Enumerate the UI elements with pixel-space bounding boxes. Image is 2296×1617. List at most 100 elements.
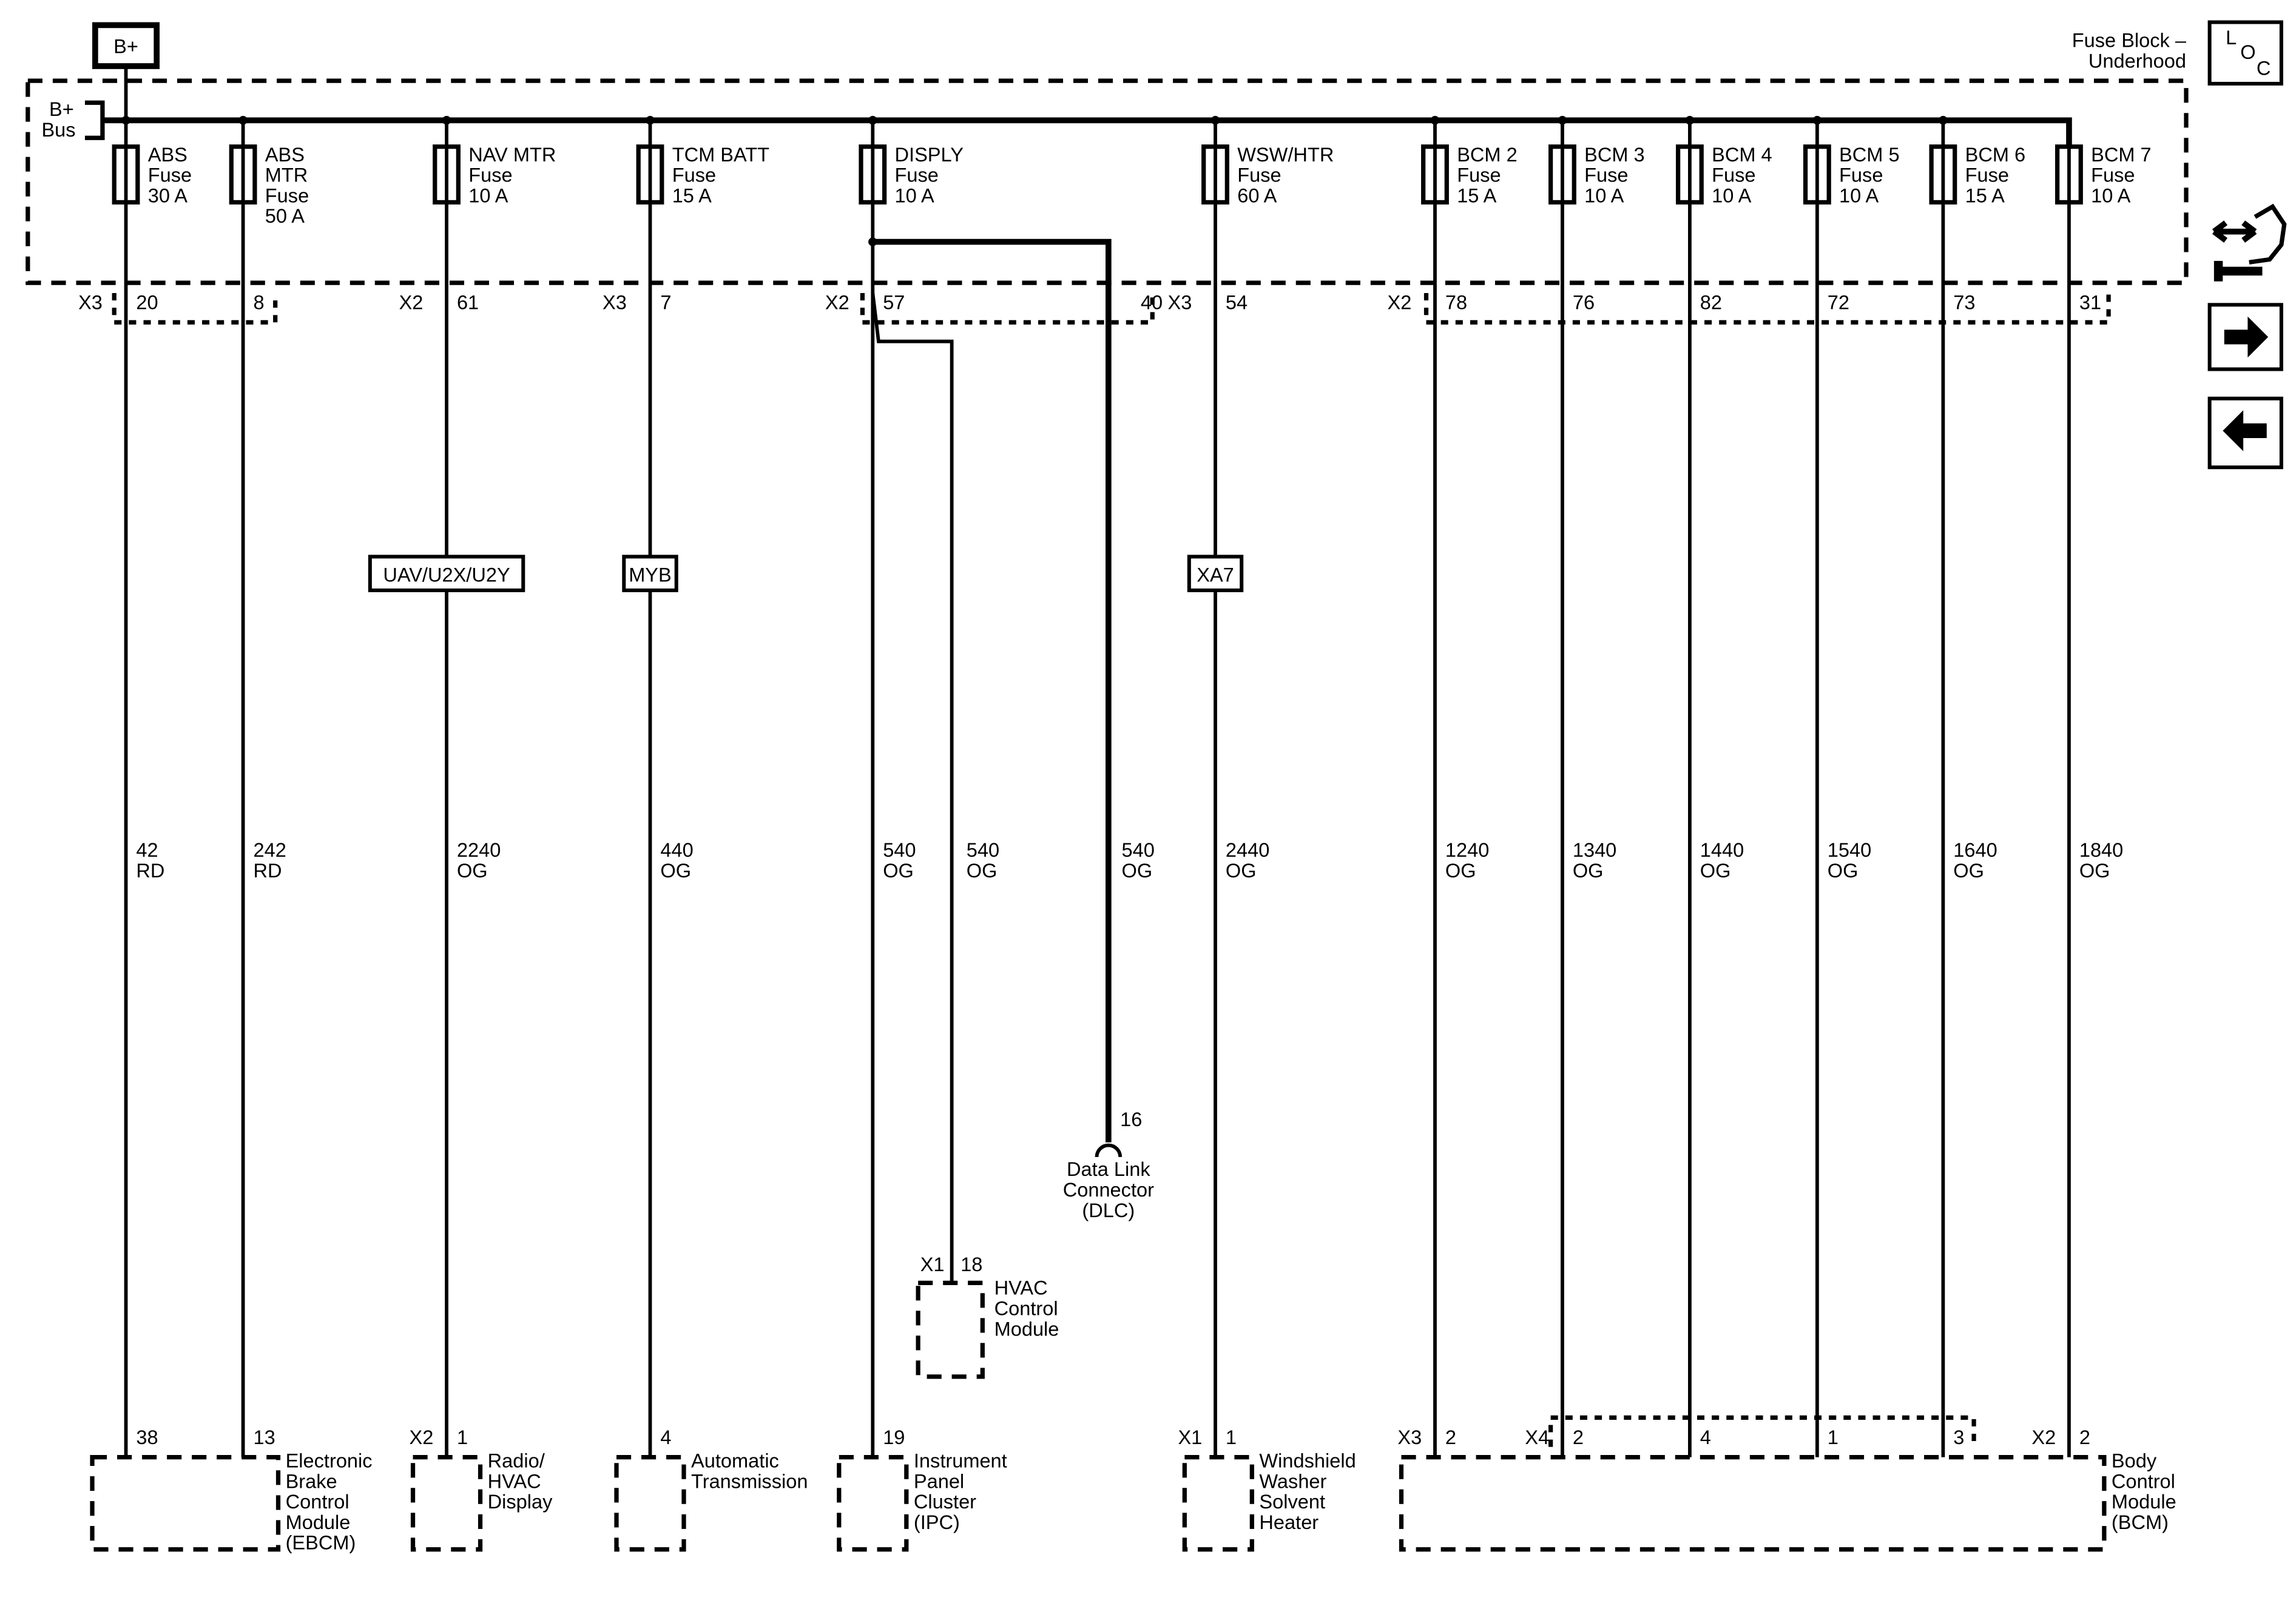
loc-c: C xyxy=(2257,57,2271,79)
bottom-pin-label: 2 xyxy=(1445,1426,1456,1448)
wire-circuit-number: 42 xyxy=(136,839,158,861)
top-pin-label: 78 xyxy=(1445,292,1467,314)
next-arrow-button[interactable] xyxy=(2207,303,2283,371)
wire-color: OG xyxy=(1828,860,1859,882)
loc-button[interactable]: L O C xyxy=(2207,20,2283,86)
component-name: (BCM) xyxy=(2112,1511,2169,1533)
dlc-name: Connector xyxy=(1063,1179,1154,1201)
fuse-label: BCM 7 xyxy=(2091,144,2152,166)
top-pin-label: 7 xyxy=(660,292,671,314)
top-pin-label: 54 xyxy=(1226,292,1248,314)
bottom-connector-label: X3 xyxy=(1397,1426,1422,1448)
fuse-label: BCM 2 xyxy=(1457,144,1518,166)
component-name: Automatic xyxy=(691,1450,779,1471)
fuse-label: 10 A xyxy=(468,184,508,206)
component-name: Instrument xyxy=(914,1450,1007,1471)
option-code: UAV/U2X/U2Y xyxy=(383,564,510,586)
component-name: Transmission xyxy=(691,1470,808,1492)
option-code-box: XA7 xyxy=(1187,555,1244,592)
fuse-label: BCM 3 xyxy=(1584,144,1645,166)
b-plus-bus-bar xyxy=(102,117,2072,147)
wire-color: RD xyxy=(136,860,164,882)
fuse-label: Fuse xyxy=(148,164,192,186)
fuse-label: Fuse xyxy=(1712,164,1755,186)
top-pin-label: 31 xyxy=(2079,292,2101,314)
fuse-block-label-line2: Underhood xyxy=(2088,50,2186,72)
fuse-block-label-line1: Fuse Block – xyxy=(2072,30,2187,52)
component-name: Windshield xyxy=(1259,1450,1356,1471)
fuse-label: BCM 6 xyxy=(1965,144,2026,166)
component-name: HVAC xyxy=(488,1470,541,1492)
back-arrow-icon xyxy=(2223,410,2267,451)
dlc-wire-color: OG xyxy=(1122,860,1153,882)
component-name: Module xyxy=(286,1511,351,1533)
component-name: Solvent xyxy=(1259,1491,1325,1513)
wire-color: OG xyxy=(1226,860,1257,882)
top-connector-label: X2 xyxy=(825,292,849,314)
dlc-top-pin: 40 xyxy=(1141,292,1163,314)
top-pin-label: 73 xyxy=(1953,292,1975,314)
fuse-label: 15 A xyxy=(1965,184,2005,206)
top-connector-label: X3 xyxy=(603,292,627,314)
fuse-label: 10 A xyxy=(1712,184,1751,206)
bus-label-line2: Bus xyxy=(41,119,75,141)
hvac-name: HVAC xyxy=(994,1277,1048,1299)
component-name: Control xyxy=(286,1491,349,1513)
fuse-label: 50 A xyxy=(265,205,305,227)
fuse-label: 10 A xyxy=(1839,184,1879,206)
fuse-label: TCM BATT xyxy=(672,144,769,166)
wire-color: OG xyxy=(1573,860,1604,882)
bottom-pin-label: 2 xyxy=(2079,1426,2090,1448)
wire-circuit-number: 540 xyxy=(883,839,916,861)
bottom-pin-label: 3 xyxy=(1953,1426,1964,1448)
bottom-pin-label: 38 xyxy=(136,1426,158,1448)
connector-tool-icon[interactable] xyxy=(2212,203,2287,282)
wire-circuit-number: 440 xyxy=(660,839,693,861)
wire-color: OG xyxy=(1445,860,1476,882)
hvac-pin: 18 xyxy=(961,1254,982,1275)
fuse-label: 10 A xyxy=(2091,184,2130,206)
component-name: Washer xyxy=(1259,1470,1326,1492)
wire-color: OG xyxy=(1700,860,1731,882)
option-code-box: UAV/U2X/U2Y xyxy=(368,555,525,592)
back-arrow-button[interactable] xyxy=(2207,396,2283,470)
top-connector-label: X2 xyxy=(1388,292,1412,314)
fuse-block-label: Fuse Block – Underhood xyxy=(2072,30,2187,72)
bottom-connector-label: X2 xyxy=(409,1426,433,1448)
component-name: Control xyxy=(2112,1470,2175,1492)
wire-circuit-number: 2240 xyxy=(457,839,501,861)
component-name: Body xyxy=(2112,1450,2157,1471)
component-name: Heater xyxy=(1259,1511,1319,1533)
top-connector-label: X3 xyxy=(1168,292,1192,314)
fuse-label: 30 A xyxy=(148,184,187,206)
option-code: MYB xyxy=(629,564,672,586)
option-code: XA7 xyxy=(1197,564,1234,586)
bottom-pin-label: 1 xyxy=(1226,1426,1237,1448)
